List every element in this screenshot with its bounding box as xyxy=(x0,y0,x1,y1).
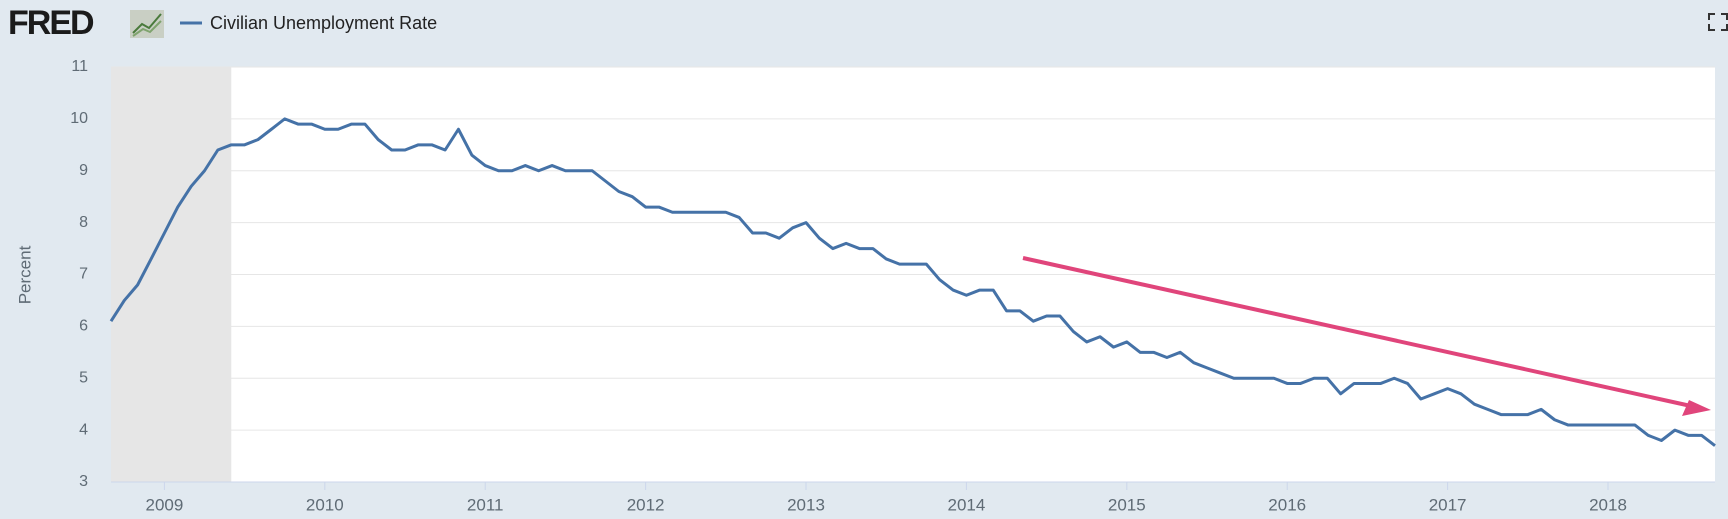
logo-icon xyxy=(130,10,164,38)
y-axis-label: Percent xyxy=(15,245,34,304)
y-tick-label: 11 xyxy=(71,58,88,75)
y-tick-label: 8 xyxy=(79,214,88,231)
y-tick-label: 5 xyxy=(79,369,88,386)
x-tick-label: 2012 xyxy=(627,495,665,514)
logo: FRED xyxy=(8,4,94,42)
x-tick-label: 2015 xyxy=(1108,495,1146,514)
x-tick-label: 2010 xyxy=(306,495,344,514)
y-tick-label: 10 xyxy=(70,110,88,127)
legend-label: Civilian Unemployment Rate xyxy=(210,13,437,33)
series-line xyxy=(109,117,1716,447)
y-tick-label: 9 xyxy=(79,162,88,179)
x-tick-label: 2016 xyxy=(1268,495,1306,514)
trend-arrow-head xyxy=(1682,400,1711,416)
trend-arrow xyxy=(1022,256,1701,410)
y-tick-label: 4 xyxy=(79,421,88,438)
x-tick-label: 2011 xyxy=(467,495,504,514)
x-tick-label: 2009 xyxy=(145,495,183,514)
y-tick-label: 7 xyxy=(79,266,88,283)
x-tick-label: 2013 xyxy=(787,495,825,514)
fullscreen-icon[interactable] xyxy=(1708,13,1728,31)
x-tick-label: 2017 xyxy=(1429,495,1467,514)
x-tick-label: 2014 xyxy=(947,495,985,514)
x-tick-label: 2018 xyxy=(1589,495,1627,514)
y-tick-label: 3 xyxy=(79,473,88,490)
y-tick-label: 6 xyxy=(79,318,88,335)
